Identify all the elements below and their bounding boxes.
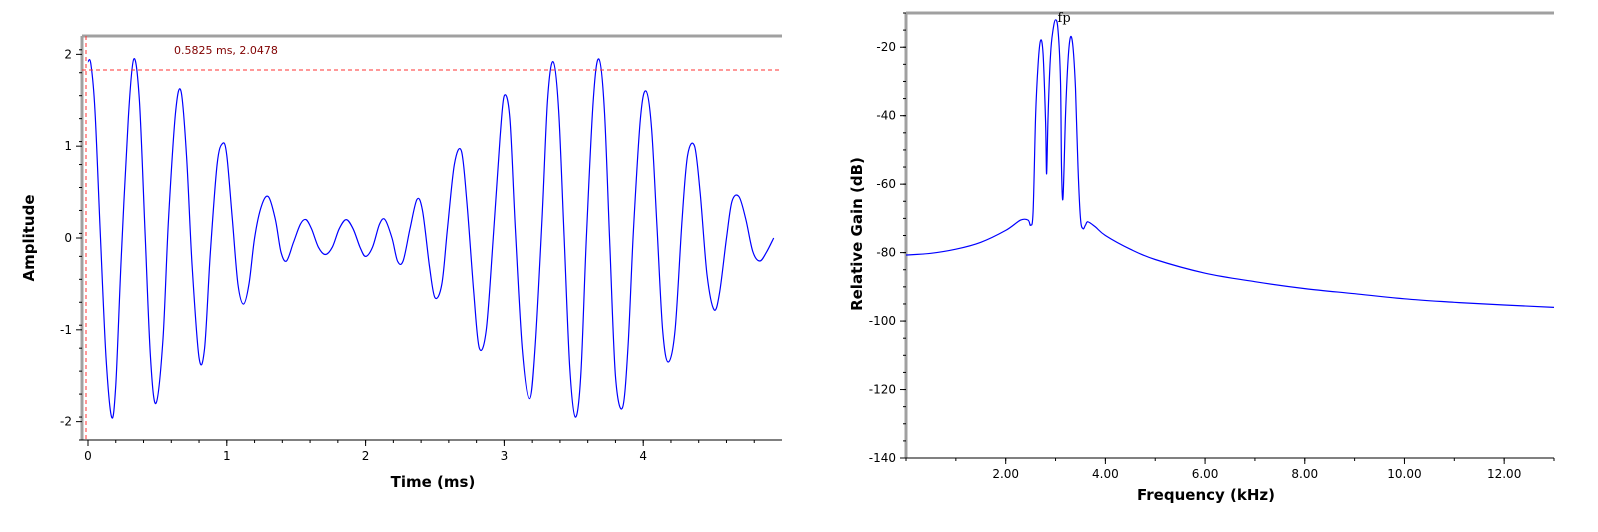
x-tick-label: 1 [223,449,231,463]
chart0-cursor[interactable] [82,36,782,440]
y-tick-label: -100 [869,314,896,328]
chart1-series [905,19,1555,308]
y-tick-label: -2 [60,415,72,429]
chart0-y-label: Amplitude [20,194,38,281]
y-tick-label: -140 [869,451,896,465]
series-line-0 [905,19,1555,308]
x-tick-label: 4 [639,449,647,463]
x-tick-label: 4.00 [1092,467,1119,481]
chart1-x-ticks: 2.00 4.00 6.00 8.00 10.00 12.00 [905,458,1555,481]
y-tick-label: 1 [64,139,72,153]
cursor-readout: 0.5825 ms, 2.0478 [174,44,278,57]
chart0-y-ticks: 2 1 0 -1 -2 [60,47,82,441]
chart1-y-ticks: -20 -40 -60 -80 -100 -120 -140 [869,12,906,465]
chart0-x-ticks: 0 1 2 3 4 [84,440,755,463]
y-tick-label: -80 [876,246,896,260]
time-domain-chart: 2 1 0 -1 -2 0 1 2 3 4 0.5825 ms, 2.0478 Time (ms… [20,34,782,491]
y-tick-label: 0 [64,231,72,245]
chart0-series [87,58,775,419]
x-tick-label: 2.00 [992,467,1019,481]
y-tick-label: -120 [869,383,896,397]
chart1-x-label: Frequency (kHz) [1137,486,1275,504]
x-tick-label: 8.00 [1291,467,1318,481]
y-tick-label: -40 [876,109,896,123]
y-tick-label: -1 [60,323,72,337]
series-line-0 [87,58,775,419]
x-tick-label: 3 [501,449,509,463]
x-tick-label: 2 [362,449,370,463]
chart1-y-label: Relative Gain (dB) [848,157,866,311]
y-tick-label: -60 [876,177,896,191]
x-tick-label: 10.00 [1387,467,1421,481]
frequency-domain-chart: -20 -40 -60 -80 -100 -120 -140 2.00 4.00 6.00 8.0… [848,11,1555,504]
chart0-x-label: Time (ms) [391,473,476,491]
x-tick-label: 6.00 [1192,467,1219,481]
y-tick-label: -20 [876,40,896,54]
y-tick-label: 2 [64,47,72,61]
x-tick-label: 0 [84,449,92,463]
x-tick-label: 12.00 [1487,467,1521,481]
peak-marker-label: fp [1058,11,1071,26]
